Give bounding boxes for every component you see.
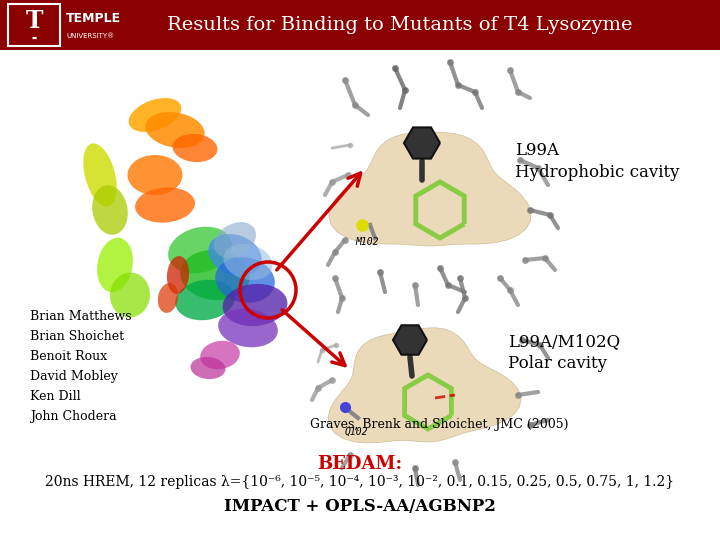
PathPatch shape <box>404 127 440 159</box>
Bar <box>0 0 720 50</box>
PathPatch shape <box>329 132 531 246</box>
Ellipse shape <box>180 250 250 300</box>
Ellipse shape <box>92 185 127 235</box>
Ellipse shape <box>191 357 225 379</box>
Ellipse shape <box>200 341 240 369</box>
Text: T: T <box>25 9 42 33</box>
Text: IMPACT + OPLS-AA/AGBNP2: IMPACT + OPLS-AA/AGBNP2 <box>224 498 496 515</box>
Ellipse shape <box>129 98 181 132</box>
Ellipse shape <box>208 234 262 276</box>
Ellipse shape <box>158 283 178 313</box>
Ellipse shape <box>215 257 275 303</box>
Ellipse shape <box>84 143 117 207</box>
Text: Brian Matthews
Brian Shoichet
Benoit Roux
David Mobley
Ken Dill
John Chodera: Brian Matthews Brian Shoichet Benoit Rou… <box>30 310 132 423</box>
Ellipse shape <box>222 284 287 326</box>
Ellipse shape <box>145 112 204 148</box>
Text: BEDAM:: BEDAM: <box>318 455 402 473</box>
Text: UNIVERSITY®: UNIVERSITY® <box>66 33 114 39</box>
Ellipse shape <box>214 222 256 258</box>
FancyBboxPatch shape <box>8 4 60 46</box>
Ellipse shape <box>175 280 235 320</box>
Ellipse shape <box>218 309 278 347</box>
Ellipse shape <box>223 244 273 280</box>
Ellipse shape <box>97 238 133 292</box>
Ellipse shape <box>167 256 189 294</box>
PathPatch shape <box>393 325 427 355</box>
Text: TEMPLE: TEMPLE <box>66 12 121 25</box>
Text: M102: M102 <box>355 237 379 247</box>
Text: Q102: Q102 <box>345 427 369 437</box>
Text: L99A
Hydrophobic cavity: L99A Hydrophobic cavity <box>515 142 680 181</box>
Text: Results for Binding to Mutants of T4 Lysozyme: Results for Binding to Mutants of T4 Lys… <box>167 16 633 34</box>
Ellipse shape <box>110 273 150 318</box>
Text: 20ns HREM, 12 replicas λ={10⁻⁶, 10⁻⁵, 10⁻⁴, 10⁻³, 10⁻², 0.1, 0.15, 0.25, 0.5, 0.: 20ns HREM, 12 replicas λ={10⁻⁶, 10⁻⁵, 10… <box>45 475 675 489</box>
Ellipse shape <box>135 187 195 222</box>
Text: ▬: ▬ <box>32 36 37 41</box>
PathPatch shape <box>328 328 521 443</box>
Ellipse shape <box>173 134 217 162</box>
Text: L99A/M102Q
Polar cavity: L99A/M102Q Polar cavity <box>508 333 620 372</box>
Ellipse shape <box>168 227 232 273</box>
Ellipse shape <box>127 155 182 195</box>
Text: Graves, Brenk and Shoichet, JMC (2005): Graves, Brenk and Shoichet, JMC (2005) <box>310 418 569 431</box>
